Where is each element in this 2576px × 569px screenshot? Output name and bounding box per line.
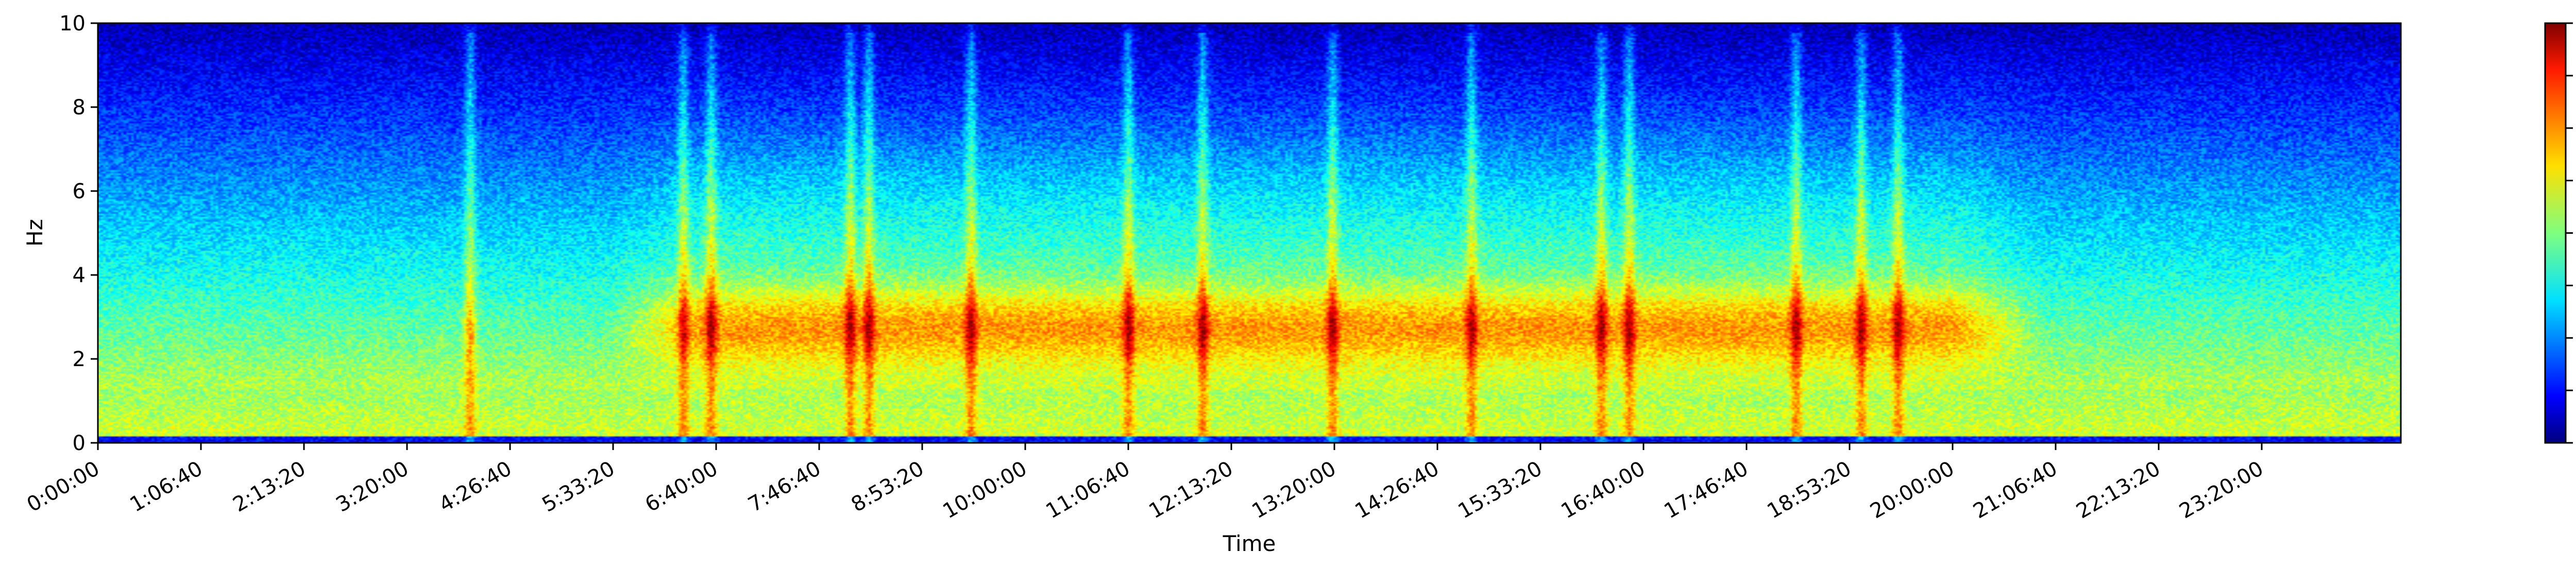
y-tick-label: 0 bbox=[73, 432, 86, 455]
y-tick-label: 4 bbox=[73, 264, 86, 287]
x-tick-label: 6:40:00 bbox=[641, 457, 722, 517]
x-tick-label: 2:13:20 bbox=[229, 457, 310, 517]
x-tick-label: 10:00:00 bbox=[939, 457, 1031, 524]
x-tick-label: 1:06:40 bbox=[126, 457, 207, 517]
y-tick-label: 2 bbox=[73, 348, 86, 371]
x-tick-label: 8:53:20 bbox=[847, 457, 928, 517]
x-tick-label: 0:00:00 bbox=[23, 457, 104, 517]
spectrogram-plot bbox=[97, 22, 2402, 444]
x-tick-label: 5:33:20 bbox=[538, 457, 619, 517]
y-tick-label: 10 bbox=[59, 12, 86, 36]
x-tick-label: 16:40:00 bbox=[1557, 457, 1649, 524]
colorbar: +0 dB-10 dB-20 dB-30 dB-40 dB-50 dB-60 d… bbox=[2544, 22, 2573, 444]
x-tick-label: 20:00:00 bbox=[1866, 457, 1958, 524]
x-tick-label: 21:06:40 bbox=[1969, 457, 2061, 524]
y-axis-label: Hz bbox=[22, 219, 47, 247]
colorbar-gradient bbox=[2544, 22, 2567, 444]
x-tick-label: 17:46:40 bbox=[1660, 457, 1752, 524]
x-axis-label: Time bbox=[1223, 531, 1276, 556]
x-tick-label: 13:20:00 bbox=[1248, 457, 1340, 524]
x-tick-label: 22:13:20 bbox=[2072, 457, 2164, 524]
plot-frame bbox=[97, 22, 2402, 444]
x-tick-label: 4:26:40 bbox=[435, 457, 516, 517]
x-tick-label: 11:06:40 bbox=[1042, 457, 1134, 524]
x-tick-label: 18:53:20 bbox=[1763, 457, 1855, 524]
x-tick-label: 7:46:40 bbox=[744, 457, 825, 517]
x-tick-label: 3:20:00 bbox=[332, 457, 413, 517]
y-tick-label: 8 bbox=[73, 96, 86, 119]
x-tick-label: 15:33:20 bbox=[1454, 457, 1546, 524]
y-axis: 0 2 4 6 8 10 bbox=[59, 12, 98, 455]
x-tick-label: 14:26:40 bbox=[1351, 457, 1443, 524]
x-tick-label: 23:20:00 bbox=[2175, 457, 2267, 524]
colorbar-ticks: +0 dB-10 dB-20 dB-30 dB-40 dB-50 dB-60 d… bbox=[2566, 22, 2573, 444]
x-axis: 0:00:00 1:06:40 2:13:20 3:20:00 4:26:40 5:33:… bbox=[23, 443, 2267, 523]
spectrogram-heatmap bbox=[98, 23, 2401, 443]
x-tick-label: 12:13:20 bbox=[1145, 457, 1237, 524]
y-tick-label: 6 bbox=[73, 180, 86, 203]
